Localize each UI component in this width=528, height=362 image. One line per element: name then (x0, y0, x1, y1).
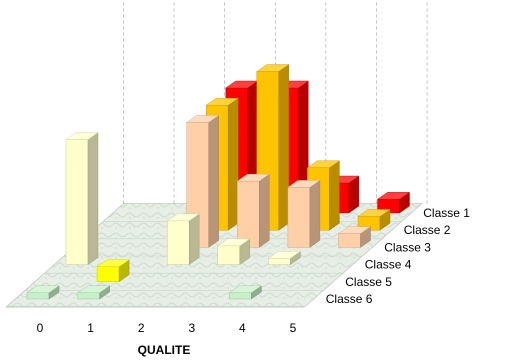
bar-classe-4-q4 (267, 250, 302, 265)
x-tick-label: 1 (87, 321, 94, 335)
x-tick-label: 5 (290, 321, 297, 335)
series-label: Classe 2 (404, 223, 451, 237)
bar-classe-3-q3 (236, 173, 270, 248)
x-tick-label: 2 (138, 321, 145, 335)
x-tick-label: 4 (239, 321, 246, 335)
bar-classe-4-q2 (166, 213, 200, 265)
bar-classe-3-q4 (287, 180, 321, 248)
bar-classe-6-q0 (26, 285, 60, 300)
x-axis-label: QUALITE (138, 343, 191, 357)
series-label: Classe 1 (423, 206, 470, 220)
series-label: Classe 5 (345, 275, 392, 289)
bar-classe-4-q3 (217, 238, 251, 265)
series-label: Classe 3 (384, 240, 431, 254)
bar-classe-4-q0 (65, 132, 99, 265)
bar-classe-5-q1 (96, 259, 130, 283)
bar-classe-3-q5 (337, 226, 372, 248)
bar-classe-6-q4 (228, 285, 263, 300)
x-tick-label: 0 (37, 321, 44, 335)
series-label: Classe 6 (326, 292, 373, 306)
bar-classe-6-q1 (76, 285, 111, 300)
series-label: Classe 4 (365, 258, 412, 272)
x-tick-label: 3 (188, 321, 195, 335)
